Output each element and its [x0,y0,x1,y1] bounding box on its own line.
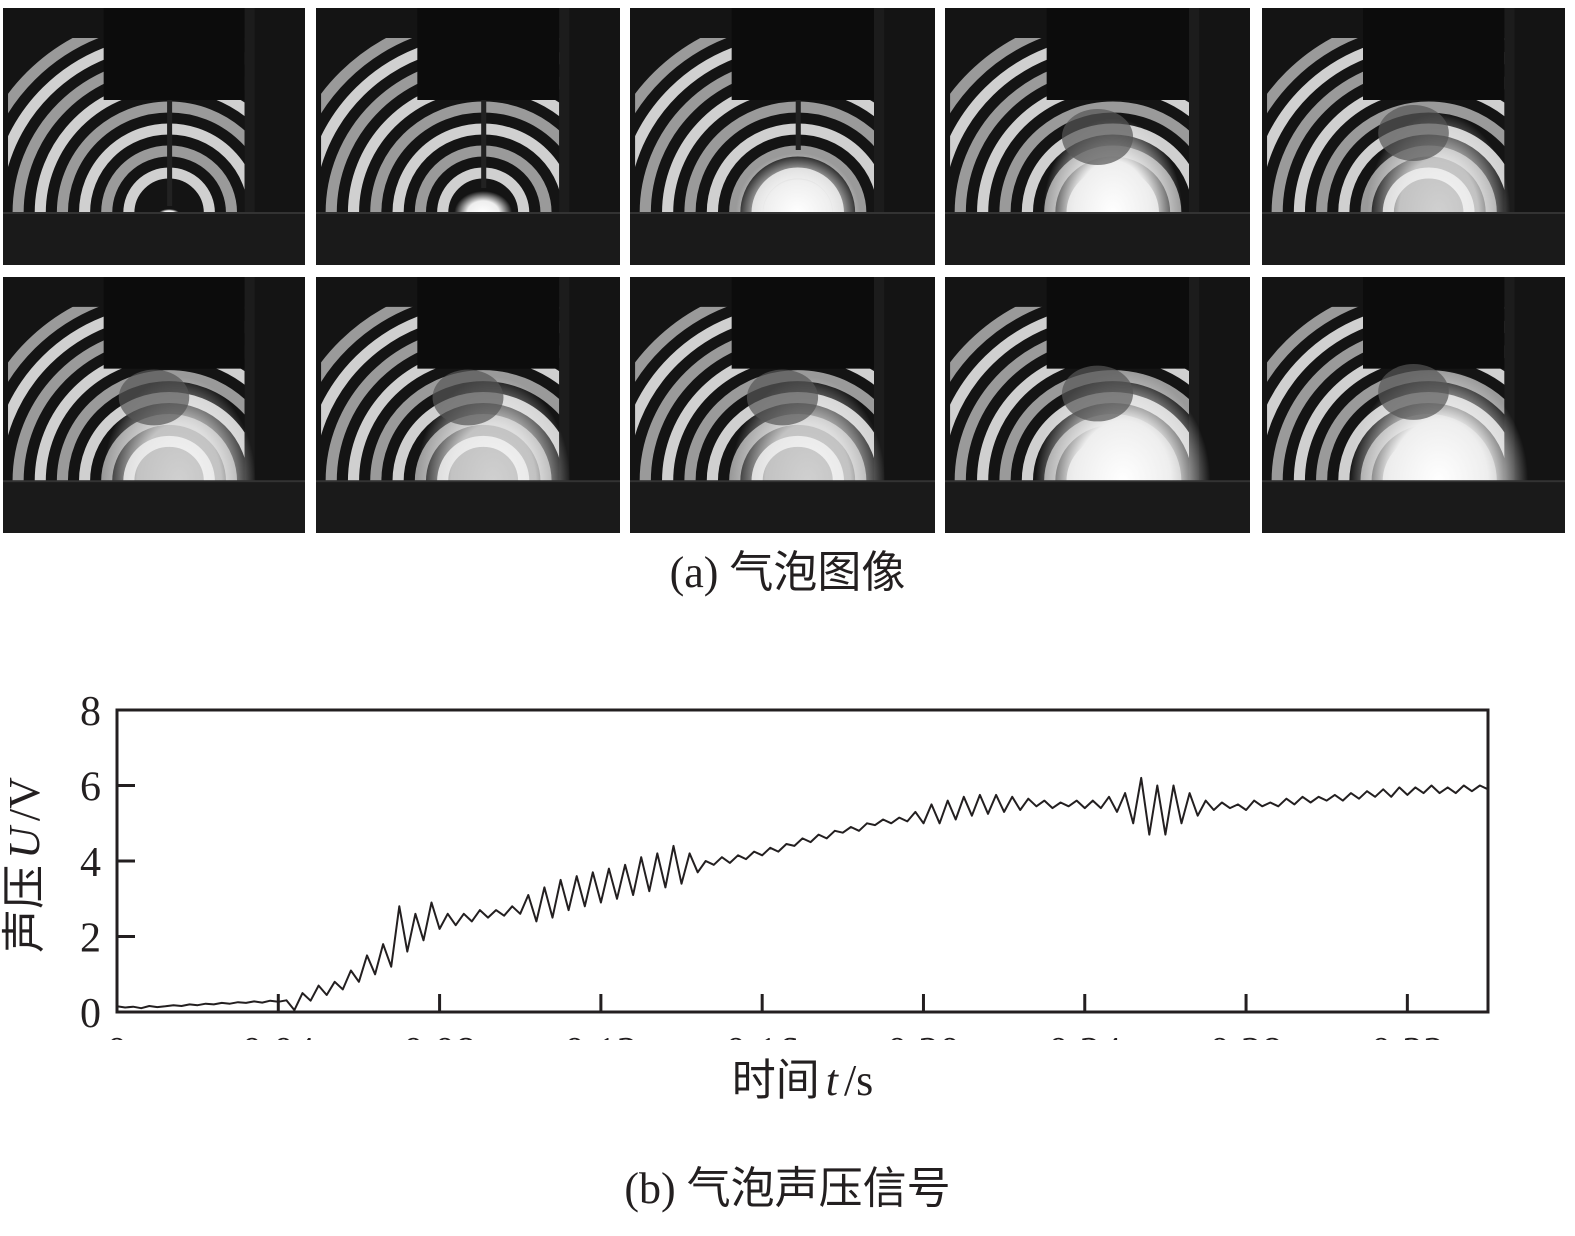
bubble-photo [316,8,620,265]
bubble-photo [1262,277,1565,533]
bubble-photo [630,8,935,265]
plot-frame [115,708,1490,1014]
x-axis-label-text: 时间 [731,1056,820,1105]
x-tick-label: 0.04 [242,1030,316,1040]
y-axis-label: 声压 U/V [0,777,50,953]
sound-pressure-line [116,776,1489,1012]
y-axis-label-variable: U [0,827,49,859]
bubble-photo [945,8,1250,265]
y-axis-label-unit: /V [0,777,49,822]
sound-pressure-chart: 0 0.04 0.08 0.12 0.16 0.20 0.24 0.28 0.32 0 2 4 6 8 [80,689,1490,1040]
x-tick-label: 0.28 [1209,1030,1283,1040]
x-tick-label: 0.20 [887,1030,961,1040]
bubble-photo [3,8,305,265]
y-axis-label-text: 声压 [0,864,49,953]
caption-b: (b) 气泡声压信号 [624,1164,951,1213]
caption-a: (a) 气泡图像 [669,548,906,597]
x-tick-label: 0.08 [403,1030,477,1040]
x-tick-label: 0 [107,1030,128,1040]
x-axis-label: 时间 t/s [0,1056,1575,1106]
x-axis-label-variable: t [825,1056,838,1105]
bubble-photo [945,277,1250,533]
y-tick-label: 2 [80,916,101,962]
bubble-photo [630,277,935,533]
x-tick-label: 0.16 [725,1030,799,1040]
x-tick-label: 0.32 [1371,1030,1445,1040]
y-tick-label: 8 [80,689,101,735]
y-tick-label: 6 [80,765,101,811]
x-tick-label: 0.24 [1048,1030,1122,1040]
y-tick-label: 0 [80,991,101,1037]
y-tick-label: 4 [80,840,101,886]
bubble-photo [316,277,620,533]
x-tick-label: 0.12 [564,1030,638,1040]
bubble-photo [3,277,305,533]
bubble-photo [1262,8,1565,265]
x-axis-label-unit: /s [843,1056,874,1105]
